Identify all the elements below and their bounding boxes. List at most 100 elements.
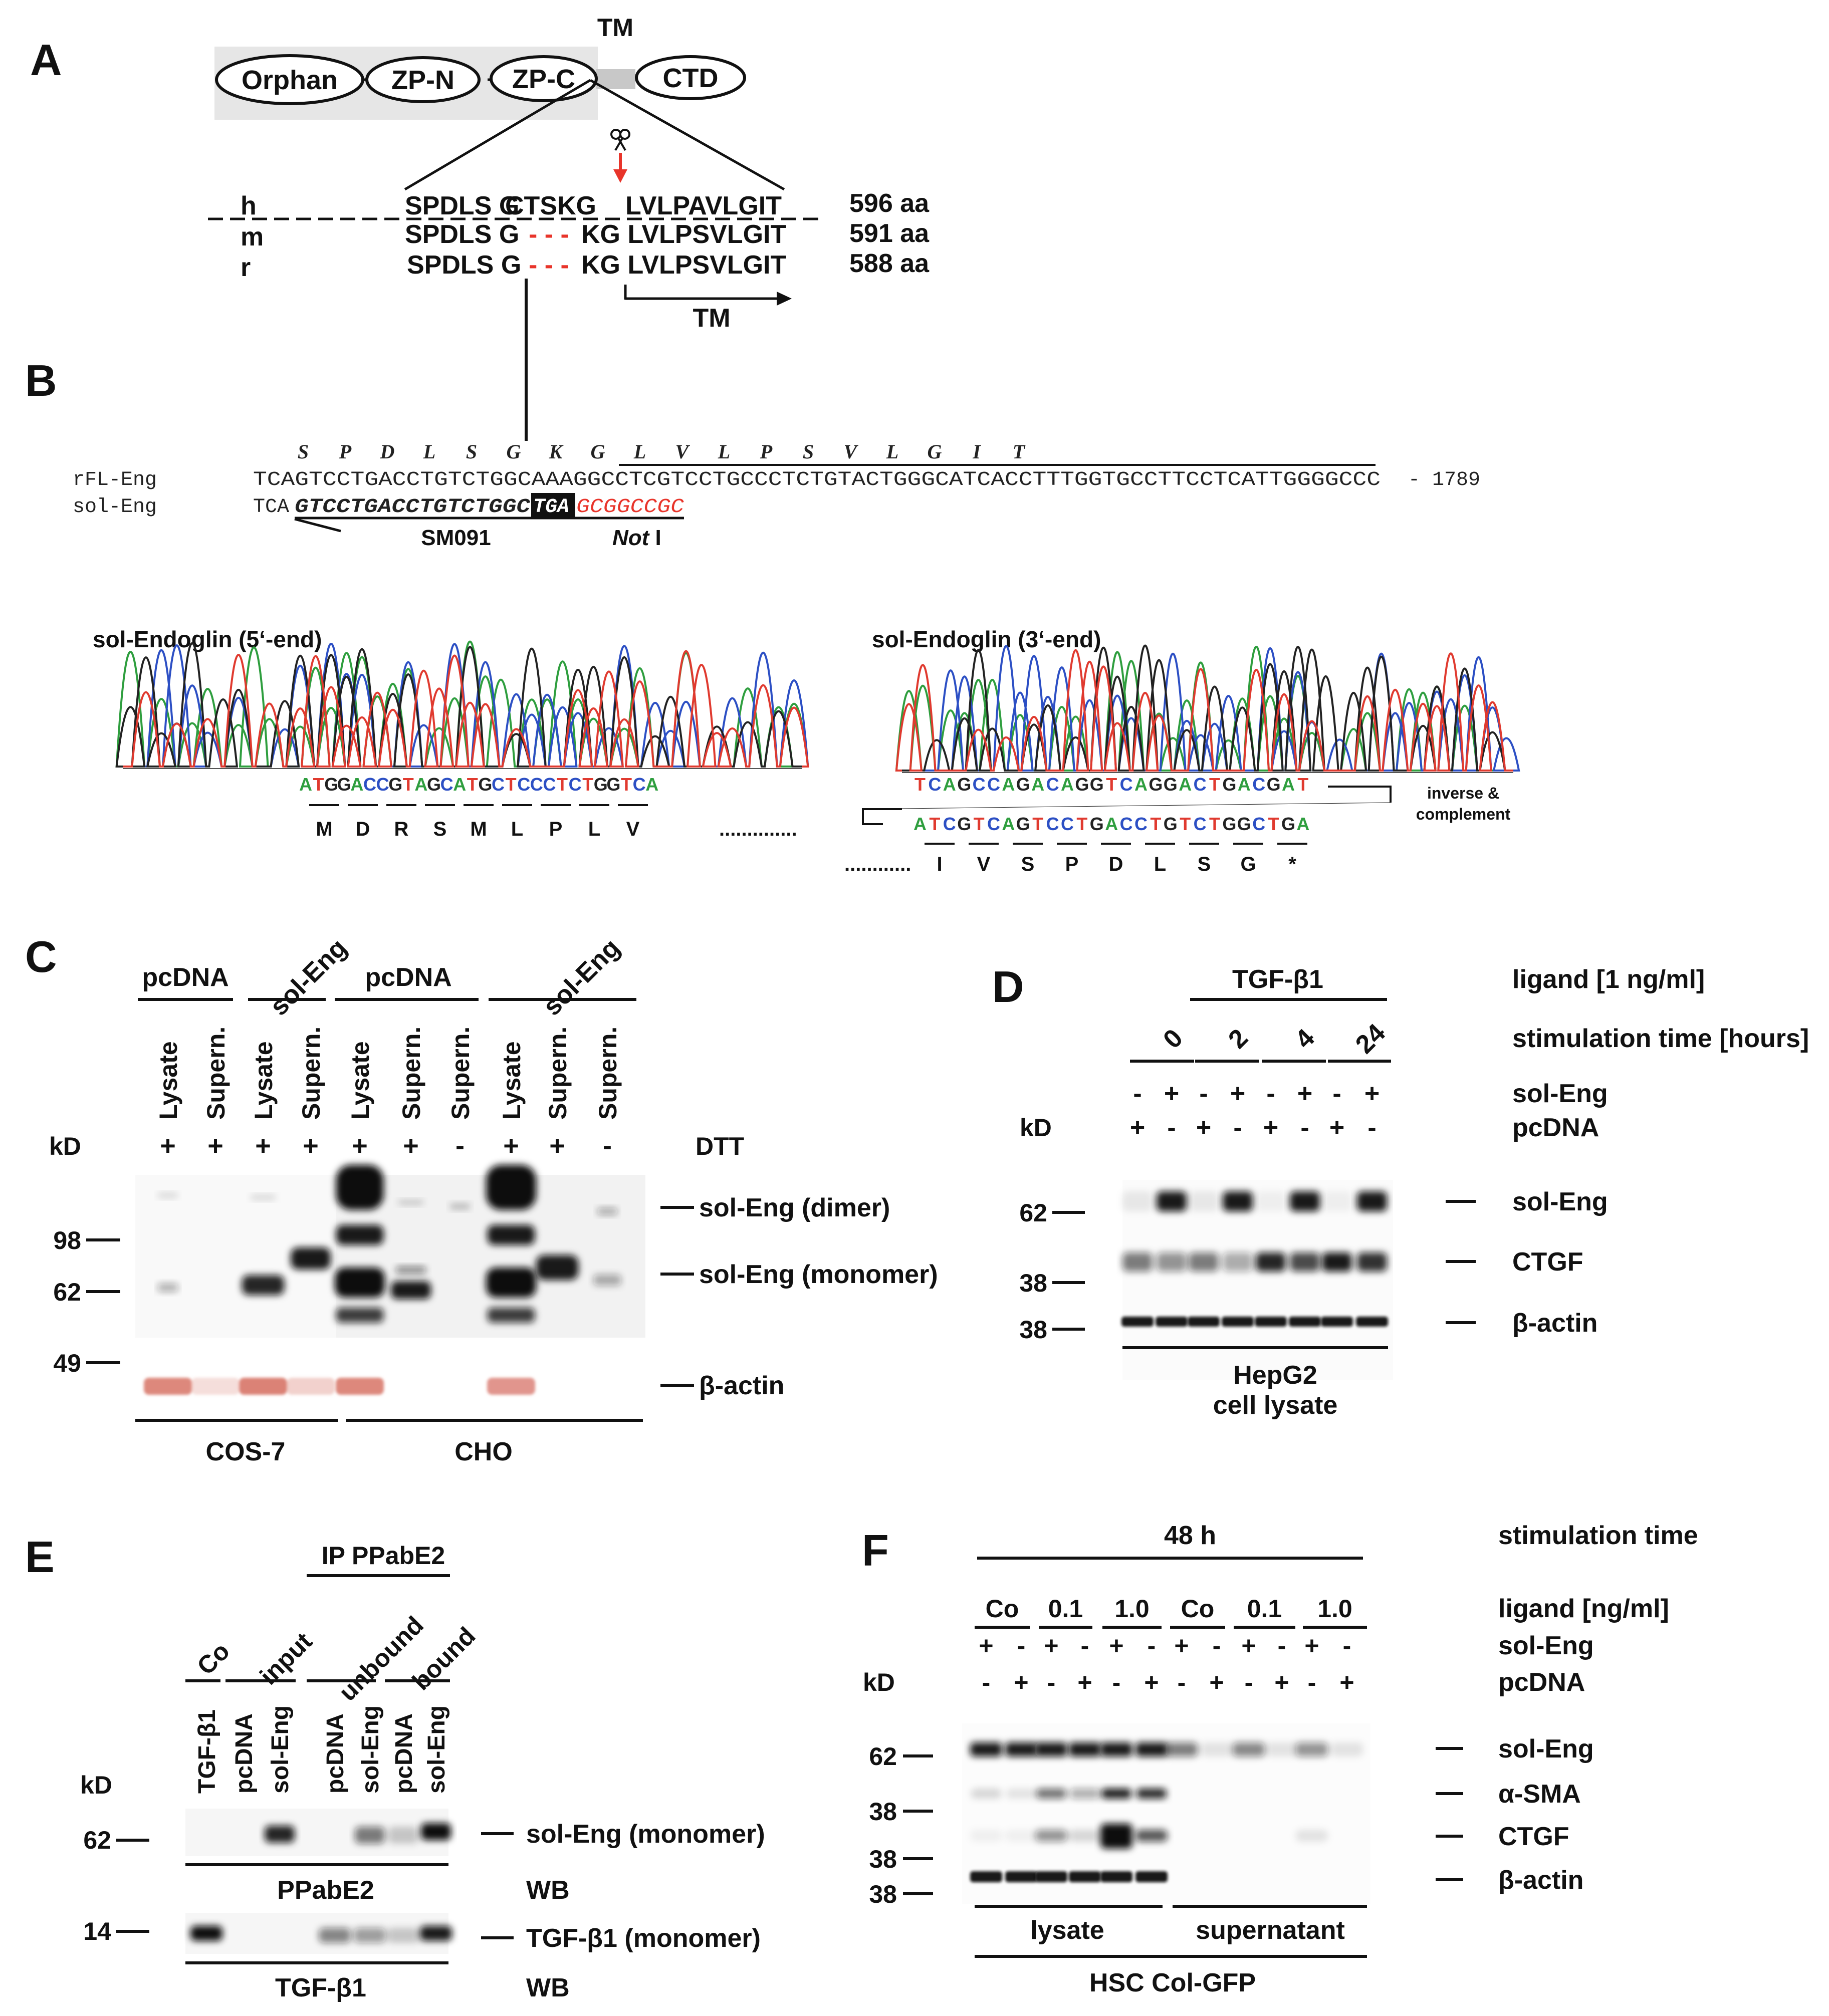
base-letter: A: [943, 774, 956, 795]
ligand-label: 1.0: [1114, 1595, 1150, 1623]
lane-label: Supern.: [446, 1027, 475, 1120]
aa-letter: L: [423, 440, 435, 463]
sol-eng-band: [1296, 1742, 1328, 1756]
sma-band: [971, 1789, 1001, 1799]
base-letter: G: [1149, 774, 1163, 795]
mw-marker: 98: [53, 1226, 81, 1254]
sol-eng-band: [1005, 1742, 1037, 1756]
group-header: pcDNA: [142, 963, 228, 992]
svg-text:596 aa: 596 aa: [849, 189, 930, 218]
band: [336, 1165, 384, 1210]
tm-arrow-label: TM: [693, 304, 730, 333]
dtt-sign: -: [455, 1131, 465, 1161]
band: [396, 1267, 426, 1274]
sol-eng-label: sol-Eng: [73, 496, 157, 519]
panel-f-pc-label: pcDNA: [1498, 1668, 1585, 1697]
rfl-eng-sequence: TCAGTCCTGACCTGTCTGGCAAAGGCCTCGTCCTGCCCTC…: [253, 469, 1381, 491]
band: [487, 1225, 535, 1245]
panel-e-antibody-2: TGF-β1: [275, 1973, 366, 2002]
ctgf-band: [1005, 1830, 1037, 1842]
base-letter: G: [594, 774, 608, 795]
lane-label: TGF-β1: [194, 1709, 220, 1794]
lane-label: pcDNA: [391, 1713, 417, 1794]
ctgf-band: [1357, 1252, 1387, 1272]
pc-sign: -: [1245, 1668, 1253, 1696]
panel-e-ip-label: IP PPabE2: [322, 1542, 445, 1570]
pc-sign: +: [1209, 1668, 1224, 1696]
panel-e-label: E: [25, 1532, 55, 1582]
primer-label: SM091: [421, 526, 491, 550]
group-header: Co: [191, 1637, 235, 1680]
base-letter: C: [543, 774, 556, 795]
band: [536, 1255, 579, 1280]
base-letter: C: [492, 774, 505, 795]
ctgf-band: [1122, 1252, 1153, 1272]
sol-eng-band: [388, 1827, 418, 1844]
ctgf-band: [1322, 1252, 1352, 1272]
svg-text:h: h: [241, 191, 257, 220]
band: [398, 1200, 423, 1205]
pc-sign: +: [1339, 1668, 1354, 1696]
sma-band: [1070, 1789, 1100, 1799]
band: [251, 1195, 276, 1200]
panel-f-time-label: stimulation time: [1498, 1521, 1698, 1550]
pc-sign: +: [1130, 1113, 1145, 1142]
base-letter: G: [1281, 814, 1295, 834]
codon-aa: D: [356, 818, 370, 840]
sol-sign: -: [1199, 1079, 1208, 1108]
aa-letter: S: [803, 440, 814, 463]
band: [486, 1268, 536, 1298]
ligand-label: 1.0: [1317, 1595, 1352, 1623]
time-label: 24: [1350, 1019, 1391, 1060]
band-label: sol-Eng: [1512, 1187, 1608, 1216]
ligand-label: 0.1: [1247, 1595, 1282, 1623]
sol-sign: +: [1364, 1079, 1380, 1108]
pc-sign: +: [1077, 1668, 1092, 1696]
svg-text:m: m: [241, 222, 264, 251]
actin-band: [1222, 1317, 1254, 1327]
base-letter: C: [987, 814, 1000, 834]
tm-arrow: [624, 285, 792, 306]
sol-eng-band: [1322, 1191, 1352, 1211]
codon-aa: V: [626, 818, 640, 840]
base-letter: A: [1002, 814, 1015, 834]
codon-aa: D: [1109, 853, 1123, 875]
svg-text:SPDLS G: SPDLS G: [407, 250, 521, 280]
band: [593, 1275, 621, 1286]
panel-d: D TGF-β1 ligand [1 ng/ml] 0 2 4 24 stimulat…: [992, 962, 1809, 1420]
panel-e-antibody-1: PPabE2: [277, 1876, 374, 1905]
panel-d-signs: - + - + - + - ++ - + - + - + -: [1130, 1079, 1380, 1142]
domain-ctd: [635, 55, 746, 100]
panel-f-ligand-label: ligand [ng/ml]: [1498, 1594, 1669, 1623]
ligand-label: Co: [986, 1595, 1019, 1623]
base-letter: G: [1016, 774, 1030, 795]
domain-zp-c: [490, 55, 598, 102]
panel-c-bands: [144, 1165, 621, 1395]
actin-band: [1100, 1871, 1132, 1882]
base-letter: G: [388, 774, 402, 795]
sol-eng-band: [1233, 1742, 1265, 1756]
aa-letter: P: [339, 440, 352, 463]
sol-eng-band: [355, 1827, 385, 1844]
trace-5-title: sol-Endoglin (5‘-end): [93, 626, 322, 652]
panel-b-label: B: [25, 356, 57, 405]
lane-label: sol-Eng: [357, 1705, 384, 1794]
lane-label: Supern.: [397, 1027, 425, 1120]
svg-text:LVLPAVLGIT: LVLPAVLGIT: [625, 191, 782, 220]
trace-line: [123, 650, 809, 768]
sol-eng-band: [1135, 1742, 1168, 1756]
aa-letter: T: [1013, 440, 1026, 463]
lane-label: Lysate: [498, 1041, 526, 1120]
panel-f-sol-label: sol-Eng: [1498, 1631, 1594, 1660]
sol-sign: +: [1241, 1632, 1256, 1660]
actin-band: [970, 1871, 1002, 1882]
pc-sign: -: [1178, 1668, 1186, 1696]
base-letter: C: [1252, 774, 1265, 795]
codon-aa: *: [1288, 853, 1296, 875]
actin-band: [1135, 1871, 1168, 1882]
base-letter: C: [1046, 814, 1059, 834]
mw-marker: 38: [869, 1880, 897, 1908]
